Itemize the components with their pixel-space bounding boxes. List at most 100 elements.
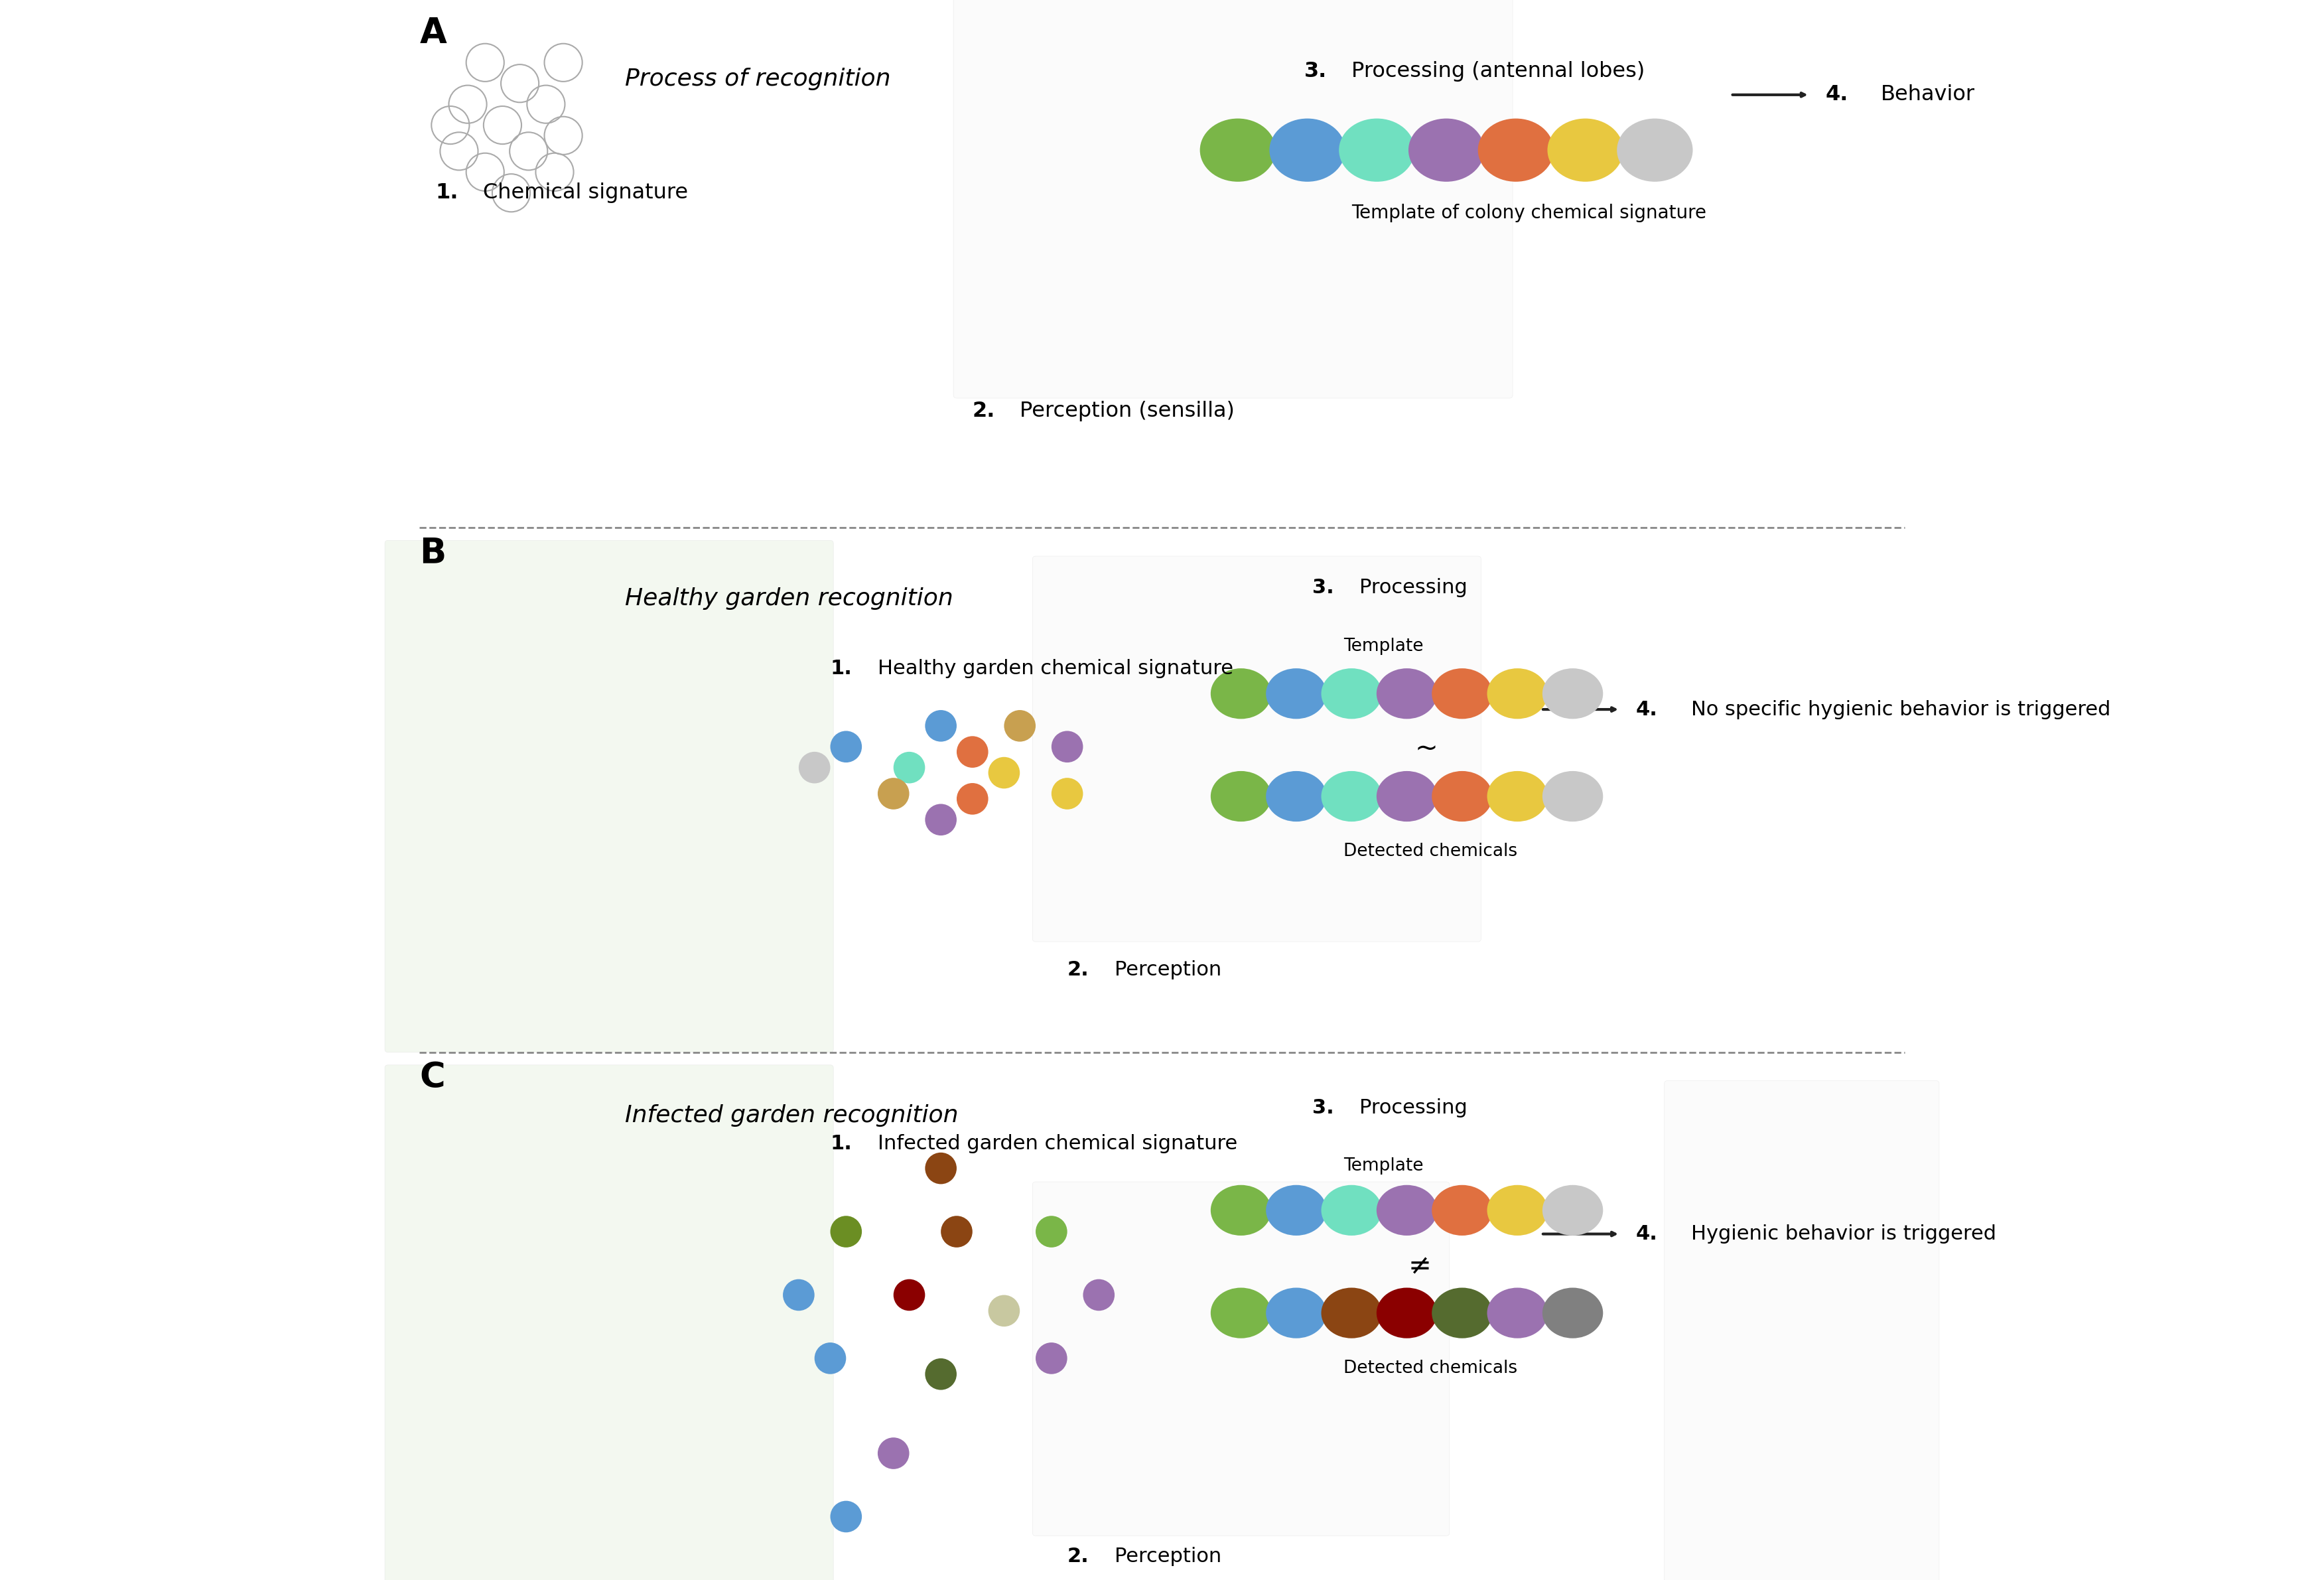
Ellipse shape	[1211, 771, 1271, 822]
Circle shape	[830, 732, 862, 763]
Ellipse shape	[1487, 1185, 1548, 1236]
Ellipse shape	[1543, 1185, 1604, 1236]
Ellipse shape	[1376, 668, 1436, 719]
Text: 4.: 4.	[1636, 700, 1657, 719]
Text: 2.: 2.	[1067, 1547, 1090, 1566]
Circle shape	[925, 804, 957, 836]
Text: ~: ~	[1415, 735, 1439, 763]
Circle shape	[957, 784, 988, 815]
Circle shape	[892, 1280, 925, 1311]
Text: Template of colony chemical signature: Template of colony chemical signature	[1353, 204, 1706, 223]
Text: No specific hygienic behavior is triggered: No specific hygienic behavior is trigger…	[1692, 700, 2110, 719]
Ellipse shape	[1211, 1288, 1271, 1338]
Text: A: A	[421, 16, 446, 51]
Circle shape	[988, 1296, 1020, 1327]
Text: Processing: Processing	[1360, 578, 1466, 597]
Ellipse shape	[1267, 1288, 1327, 1338]
Text: 3.: 3.	[1313, 578, 1334, 597]
Circle shape	[878, 777, 909, 809]
Ellipse shape	[1432, 771, 1492, 822]
Text: Infected garden recognition: Infected garden recognition	[625, 1104, 957, 1127]
Ellipse shape	[1618, 118, 1692, 182]
Circle shape	[925, 1152, 957, 1183]
Text: 4.: 4.	[1824, 84, 1848, 106]
Ellipse shape	[1269, 118, 1346, 182]
Ellipse shape	[1408, 118, 1485, 182]
Text: C: C	[421, 1060, 446, 1095]
FancyBboxPatch shape	[953, 0, 1513, 398]
Ellipse shape	[1267, 1185, 1327, 1236]
Text: Template: Template	[1343, 638, 1425, 654]
Circle shape	[941, 1217, 971, 1248]
Ellipse shape	[1487, 668, 1548, 719]
Ellipse shape	[1199, 118, 1276, 182]
Circle shape	[878, 1438, 909, 1469]
Text: ≠: ≠	[1408, 1251, 1432, 1280]
Text: 3.: 3.	[1304, 60, 1327, 82]
Ellipse shape	[1487, 1288, 1548, 1338]
Text: 4.: 4.	[1636, 1225, 1657, 1243]
Ellipse shape	[1267, 668, 1327, 719]
Text: Healthy garden chemical signature: Healthy garden chemical signature	[878, 659, 1234, 678]
Text: 2.: 2.	[1067, 961, 1090, 980]
Text: Perception: Perception	[1116, 1547, 1222, 1566]
Text: 1.: 1.	[830, 659, 853, 678]
Text: 1.: 1.	[830, 1134, 853, 1153]
Circle shape	[830, 1501, 862, 1533]
Text: Healthy garden recognition: Healthy garden recognition	[625, 588, 953, 610]
Circle shape	[988, 757, 1020, 788]
Circle shape	[1004, 709, 1037, 741]
Text: Perception: Perception	[1116, 961, 1222, 980]
FancyBboxPatch shape	[1032, 1182, 1450, 1536]
Ellipse shape	[1376, 1185, 1436, 1236]
Ellipse shape	[1267, 771, 1327, 822]
Ellipse shape	[1322, 771, 1383, 822]
Circle shape	[1083, 1280, 1116, 1311]
Text: Processing: Processing	[1360, 1098, 1466, 1117]
Ellipse shape	[1322, 668, 1383, 719]
Ellipse shape	[1322, 1288, 1383, 1338]
Text: 3.: 3.	[1313, 1098, 1334, 1117]
Ellipse shape	[1322, 1185, 1383, 1236]
Ellipse shape	[1339, 118, 1415, 182]
Circle shape	[957, 736, 988, 768]
Text: Process of recognition: Process of recognition	[625, 68, 890, 90]
Circle shape	[813, 1343, 846, 1375]
Ellipse shape	[1543, 668, 1604, 719]
Text: Perception (sensilla): Perception (sensilla)	[1020, 400, 1234, 422]
Ellipse shape	[1211, 668, 1271, 719]
Circle shape	[1050, 732, 1083, 763]
Text: Infected garden chemical signature: Infected garden chemical signature	[878, 1134, 1236, 1153]
Text: Behavior: Behavior	[1880, 84, 1975, 106]
Ellipse shape	[1548, 118, 1622, 182]
FancyBboxPatch shape	[1664, 1081, 1938, 1580]
Circle shape	[925, 1359, 957, 1390]
FancyBboxPatch shape	[386, 540, 834, 1052]
Text: 1.: 1.	[435, 183, 458, 204]
Ellipse shape	[1376, 771, 1436, 822]
Circle shape	[1037, 1343, 1067, 1375]
Text: Detected chemicals: Detected chemicals	[1343, 844, 1518, 860]
FancyBboxPatch shape	[386, 1065, 834, 1580]
Text: Hygienic behavior is triggered: Hygienic behavior is triggered	[1692, 1225, 1996, 1243]
Text: B: B	[421, 536, 446, 570]
Circle shape	[783, 1280, 813, 1311]
Circle shape	[1050, 777, 1083, 809]
Text: Template: Template	[1343, 1158, 1425, 1174]
Circle shape	[799, 752, 830, 784]
Ellipse shape	[1432, 1185, 1492, 1236]
Circle shape	[1037, 1217, 1067, 1248]
Ellipse shape	[1543, 771, 1604, 822]
Ellipse shape	[1487, 771, 1548, 822]
Ellipse shape	[1543, 1288, 1604, 1338]
Ellipse shape	[1432, 1288, 1492, 1338]
Circle shape	[892, 752, 925, 784]
FancyBboxPatch shape	[1032, 556, 1480, 942]
Text: Processing (antennal lobes): Processing (antennal lobes)	[1353, 60, 1645, 82]
Ellipse shape	[1211, 1185, 1271, 1236]
Text: Chemical signature: Chemical signature	[483, 183, 688, 204]
Ellipse shape	[1376, 1288, 1436, 1338]
Ellipse shape	[1432, 668, 1492, 719]
Circle shape	[830, 1217, 862, 1248]
Text: Detected chemicals: Detected chemicals	[1343, 1360, 1518, 1376]
